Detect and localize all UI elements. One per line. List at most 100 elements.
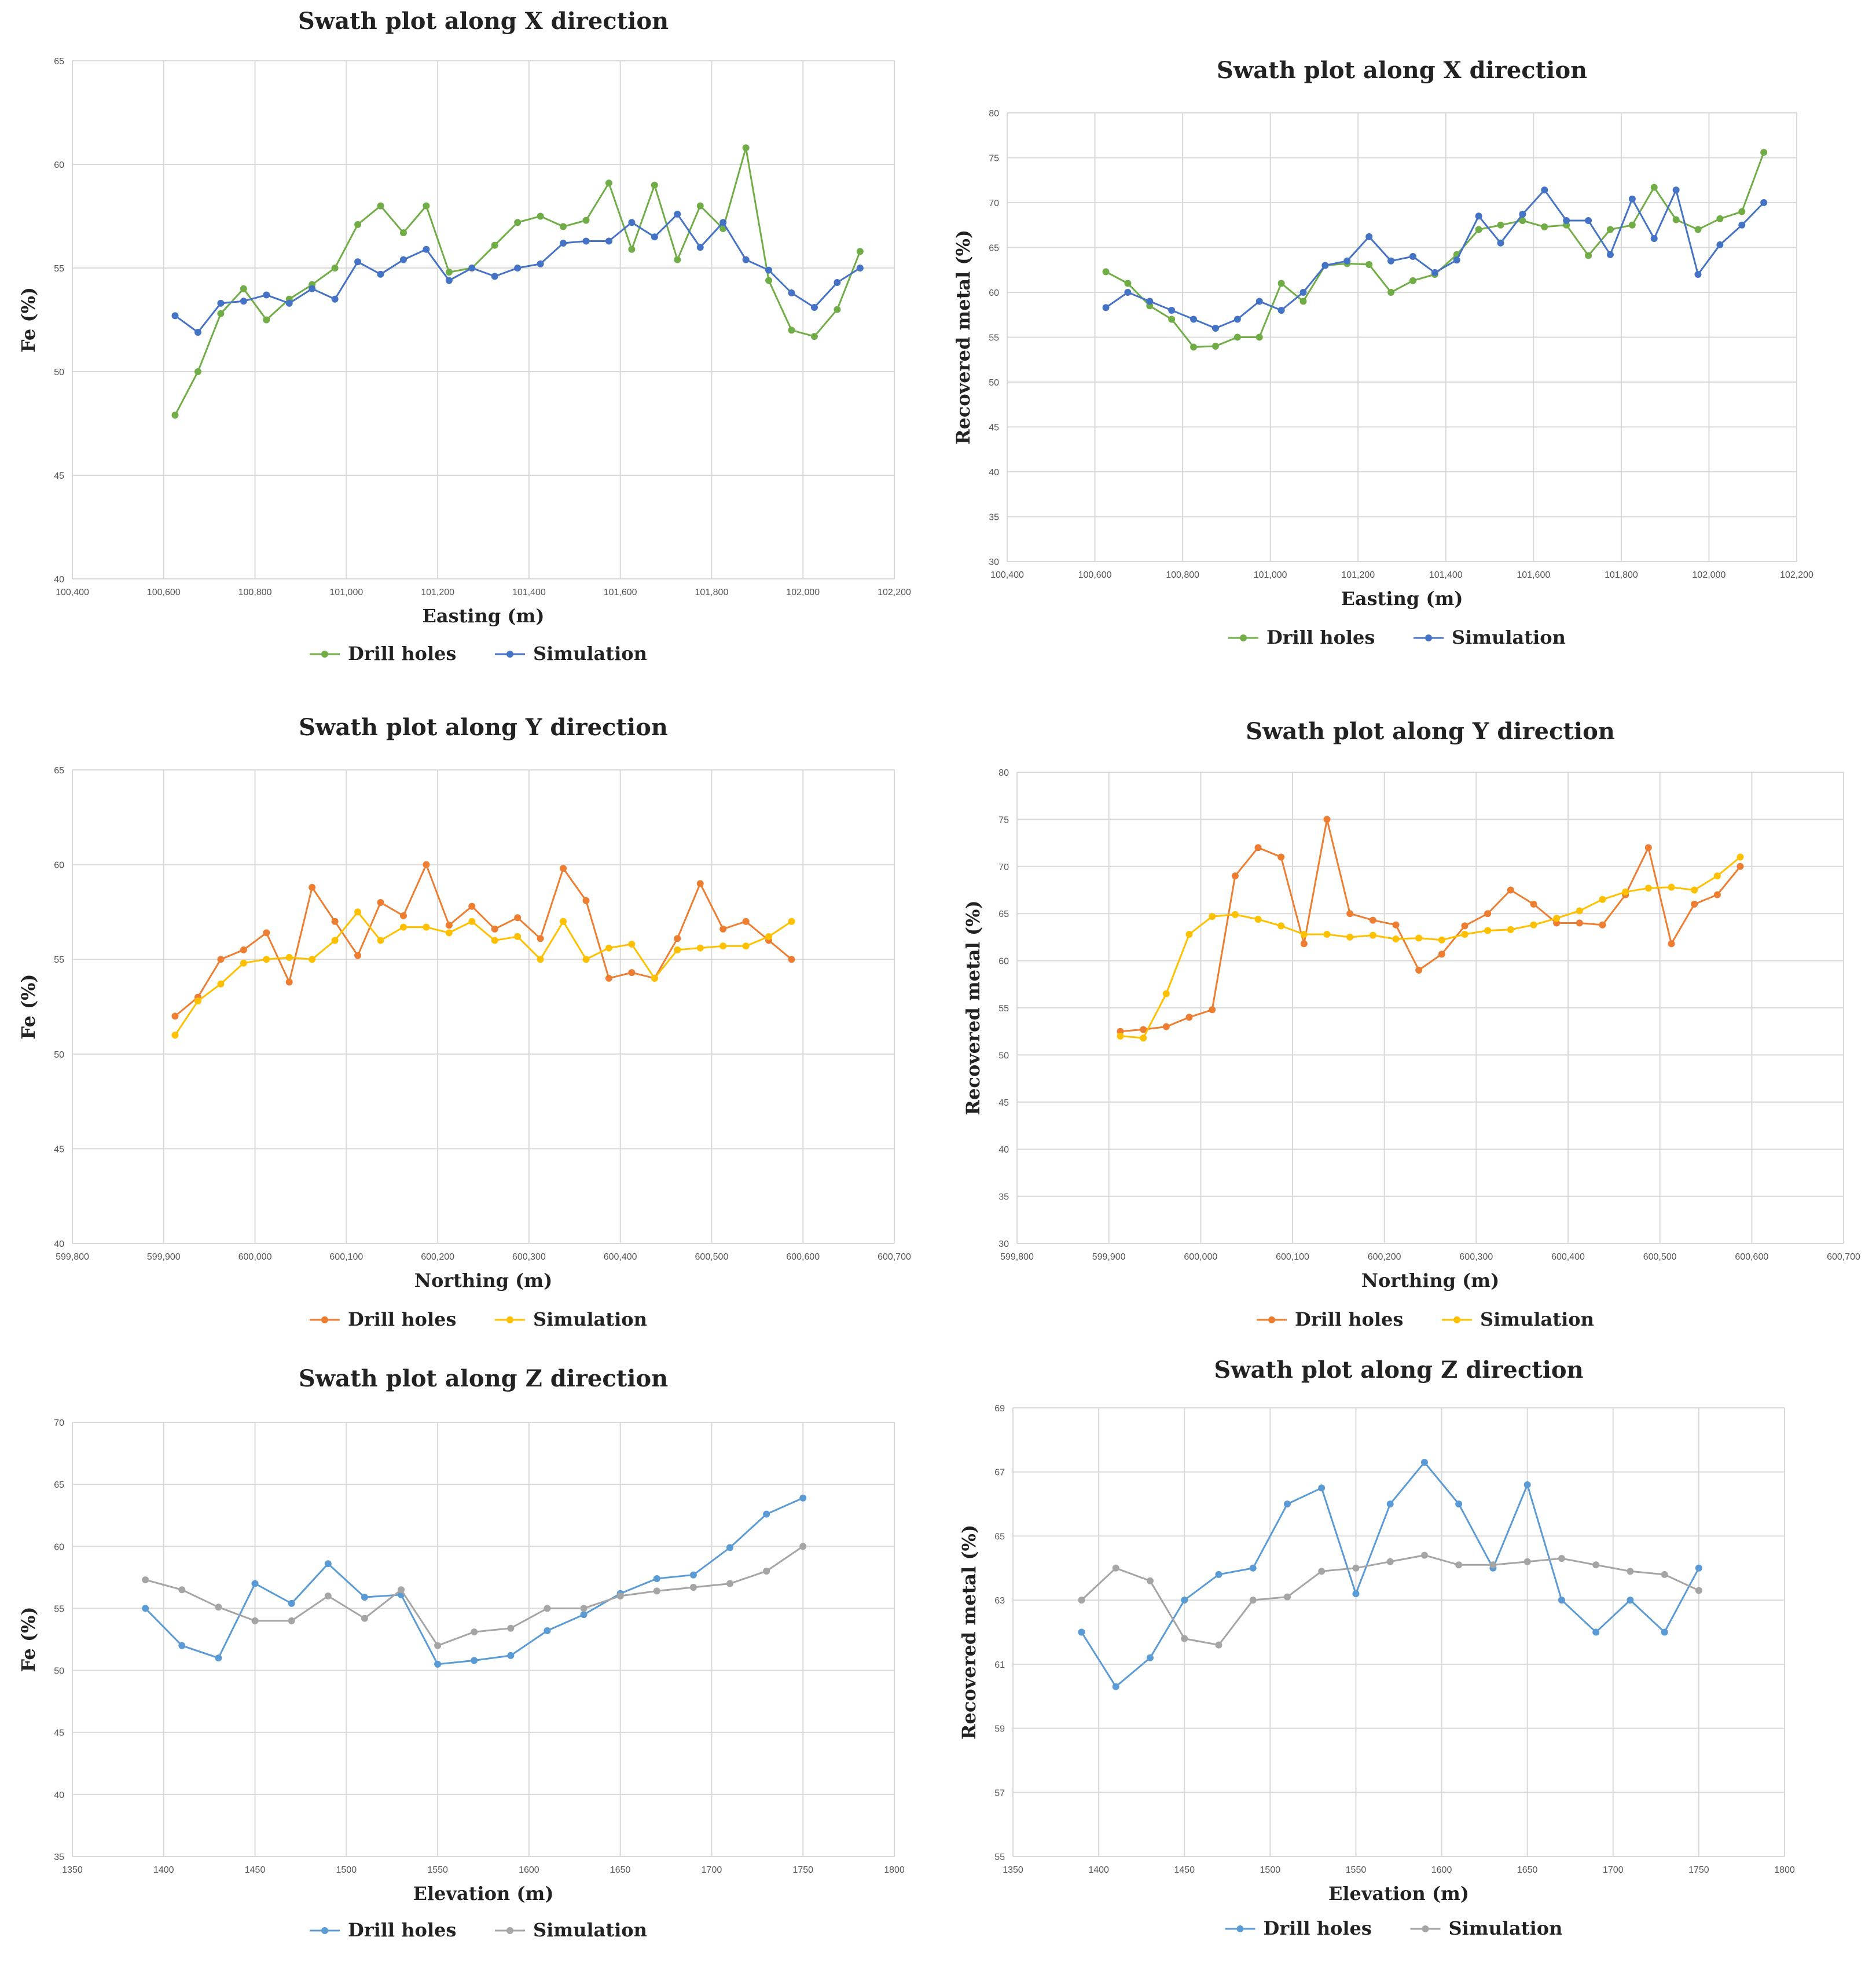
data-point: [719, 942, 727, 950]
x-tick-label: 100,800: [238, 588, 272, 597]
data-point: [288, 1599, 295, 1607]
y-tick-label: 40: [989, 468, 999, 478]
data-point: [1541, 186, 1548, 194]
x-tick-label: 599,900: [1092, 1252, 1126, 1262]
data-point: [491, 273, 498, 280]
data-point: [834, 306, 841, 313]
data-point: [1162, 1023, 1170, 1030]
data-point: [217, 310, 225, 317]
series-simulation: [171, 908, 795, 1039]
x-tick-label: 1700: [1603, 1865, 1624, 1875]
data-point: [471, 1628, 478, 1636]
data-point: [765, 277, 773, 284]
data-point: [1277, 853, 1285, 861]
legend-label: Drill holes: [1295, 1308, 1403, 1330]
legend-item: Drill holes: [310, 1308, 456, 1330]
data-point: [1352, 1564, 1360, 1572]
chart-panel-fe-x: Swath plot along X direction 100,400 100,6…: [0, 0, 938, 683]
legend-marker: [1425, 634, 1432, 641]
data-point: [1713, 891, 1721, 898]
data-point: [537, 935, 544, 942]
data-point: [399, 229, 407, 237]
data-point: [1249, 1564, 1257, 1572]
data-point: [1323, 816, 1331, 823]
data-point: [1299, 289, 1307, 296]
x-tick-label: 1750: [1688, 1865, 1709, 1875]
x-tick-label: 600,300: [512, 1252, 546, 1262]
legend-item: Drill holes: [310, 643, 456, 665]
y-tick-label: 55: [54, 1604, 64, 1614]
data-point: [434, 1660, 442, 1668]
data-point: [1497, 239, 1504, 247]
data-point: [1168, 315, 1176, 323]
data-point: [1484, 910, 1492, 918]
data-point: [582, 217, 590, 224]
x-tick-label: 101,000: [329, 588, 363, 597]
y-tick-label: 70: [989, 199, 999, 208]
data-point: [142, 1576, 149, 1584]
y-axis-label: Fe (%): [17, 1606, 39, 1672]
legend: Drill holes Simulation: [1225, 1917, 1562, 1939]
series-drill-holes: [171, 861, 795, 1020]
data-point: [263, 316, 270, 324]
data-point: [1461, 922, 1469, 930]
data-point: [1369, 916, 1376, 924]
y-tick-label: 80: [998, 768, 1009, 778]
data-point: [1283, 1500, 1291, 1508]
data-point: [628, 219, 636, 226]
series-line: [174, 212, 861, 334]
x-axis-label: Easting (m): [1341, 588, 1463, 610]
x-tick-label: 1350: [1003, 1865, 1023, 1875]
data-point: [1760, 199, 1768, 206]
data-point: [788, 326, 795, 334]
y-tick-label: 65: [994, 1532, 1005, 1542]
x-tick-label: 1600: [1431, 1865, 1452, 1875]
legend-marker: [321, 1927, 328, 1934]
data-point: [1277, 922, 1285, 930]
legend-item: Simulation: [495, 643, 647, 665]
data-point: [468, 918, 476, 925]
y-tick-label: 65: [54, 766, 64, 776]
data-point: [171, 312, 179, 320]
data-point: [217, 956, 225, 963]
data-point: [1140, 1026, 1147, 1033]
data-point: [1277, 280, 1285, 287]
data-point: [1484, 927, 1492, 934]
data-point: [423, 923, 430, 931]
data-point: [251, 1617, 259, 1624]
data-point: [1215, 1571, 1222, 1578]
data-point: [178, 1586, 186, 1594]
data-point: [194, 368, 201, 375]
data-point: [309, 883, 316, 891]
legend-item: Drill holes: [1225, 1917, 1372, 1939]
x-tick-label: 600,300: [1459, 1252, 1493, 1262]
data-point: [468, 902, 476, 910]
chart-svg: Swath plot along Z direction 1350 1400 1450…: [958, 1356, 1795, 1939]
y-tick-label: 65: [54, 57, 64, 67]
data-point: [1318, 1484, 1326, 1492]
legend-label: Drill holes: [348, 1919, 456, 1941]
data-point: [719, 225, 727, 232]
x-tick-label: 599,900: [147, 1252, 181, 1262]
data-point: [765, 266, 773, 274]
data-point: [1628, 221, 1636, 229]
data-point: [788, 918, 795, 925]
data-point: [726, 1580, 733, 1587]
data-point: [324, 1560, 332, 1568]
x-tick-label: 1450: [245, 1865, 266, 1875]
data-point: [1181, 1635, 1188, 1642]
data-point: [1489, 1561, 1497, 1569]
data-point: [1691, 900, 1698, 908]
data-point: [377, 899, 384, 907]
x-tick-label: 600,000: [1184, 1252, 1217, 1262]
data-point: [1497, 221, 1504, 229]
data-point: [537, 956, 544, 963]
data-point: [582, 897, 590, 904]
x-tick-label: 600,700: [1827, 1252, 1860, 1262]
data-point: [689, 1571, 697, 1579]
data-point: [331, 295, 339, 303]
data-point: [719, 925, 727, 933]
data-point: [377, 937, 384, 944]
x-tick-label: 100,400: [990, 570, 1024, 580]
data-point: [324, 1593, 332, 1599]
